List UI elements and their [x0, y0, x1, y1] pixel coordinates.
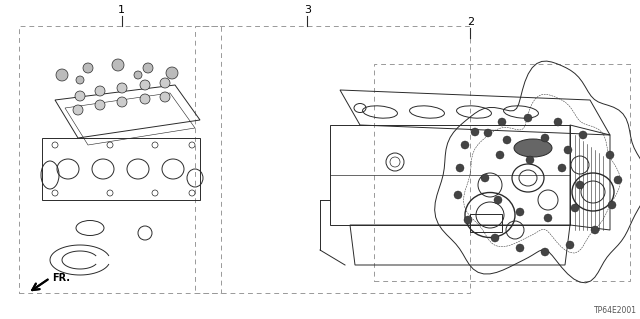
Circle shape [496, 151, 504, 159]
Circle shape [95, 100, 105, 110]
Ellipse shape [514, 139, 552, 157]
FancyArrowPatch shape [32, 279, 48, 290]
Circle shape [579, 131, 587, 139]
Circle shape [541, 248, 549, 256]
Bar [19, 26, 221, 293]
Circle shape [75, 91, 85, 101]
Circle shape [166, 67, 178, 79]
Circle shape [576, 181, 584, 189]
Circle shape [140, 80, 150, 90]
Circle shape [524, 114, 532, 122]
Circle shape [464, 216, 472, 224]
Circle shape [544, 214, 552, 222]
Circle shape [541, 134, 549, 142]
Circle shape [516, 244, 524, 252]
Circle shape [484, 129, 492, 137]
Circle shape [564, 146, 572, 154]
Text: 1: 1 [118, 4, 125, 15]
Text: FR.: FR. [52, 273, 70, 283]
Circle shape [95, 86, 105, 96]
Circle shape [566, 241, 574, 249]
Circle shape [454, 191, 462, 199]
Circle shape [471, 128, 479, 136]
Text: 3: 3 [304, 4, 310, 15]
Circle shape [456, 164, 464, 172]
Circle shape [117, 97, 127, 107]
Circle shape [481, 174, 489, 182]
Circle shape [83, 63, 93, 73]
Circle shape [56, 69, 68, 81]
Circle shape [160, 78, 170, 88]
Circle shape [558, 164, 566, 172]
Circle shape [494, 196, 502, 204]
Bar [195, 26, 470, 293]
Circle shape [554, 118, 562, 126]
Circle shape [491, 234, 499, 242]
Circle shape [143, 63, 153, 73]
Circle shape [591, 226, 599, 234]
Circle shape [571, 204, 579, 212]
Circle shape [516, 208, 524, 216]
Circle shape [134, 71, 142, 79]
Circle shape [76, 76, 84, 84]
Bar [470, 214, 502, 232]
Circle shape [498, 118, 506, 126]
Circle shape [461, 141, 469, 149]
Circle shape [73, 105, 83, 115]
Circle shape [503, 136, 511, 144]
Circle shape [112, 59, 124, 71]
Bar [374, 64, 630, 281]
Circle shape [606, 151, 614, 159]
Circle shape [117, 83, 127, 93]
Text: 2: 2 [467, 17, 474, 27]
Circle shape [526, 156, 534, 164]
Circle shape [140, 94, 150, 104]
Text: TP64E2001: TP64E2001 [594, 306, 637, 315]
Circle shape [614, 176, 622, 184]
Circle shape [608, 201, 616, 209]
Circle shape [160, 92, 170, 102]
